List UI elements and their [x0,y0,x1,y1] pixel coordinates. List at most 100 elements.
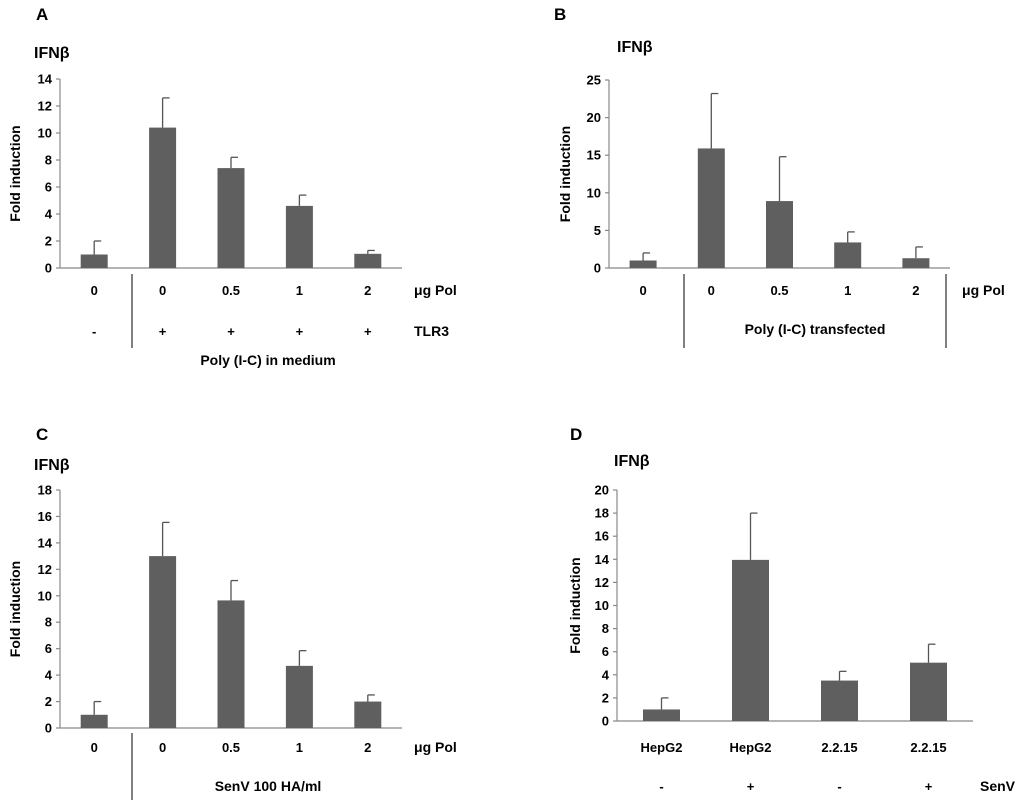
bar [766,201,793,268]
y-tick-label: 0 [45,261,52,276]
category-label: 2.2.15 [910,740,946,755]
y-tick-label: 14 [38,72,53,87]
y-tick-label: 0 [45,721,52,736]
y-tick-label: 10 [595,598,609,613]
y-tick-label: 20 [587,110,601,125]
y-tick-label: 14 [38,535,53,550]
category-label: 0 [91,740,98,755]
category-label: 2 [364,740,371,755]
bar [629,260,657,268]
row-label: μg Pol [962,282,1005,298]
panel-letter: D [570,425,582,444]
y-tick-label: 20 [595,483,609,498]
y-tick-label: 2 [45,694,52,709]
bar [821,680,858,721]
bar [217,168,245,268]
bar [149,556,177,728]
category-label: 1 [296,740,303,755]
y-tick-label: 2 [45,234,52,249]
panel-letter: A [36,5,48,24]
y-axis-label: Fold induction [567,557,583,653]
category-label: 0 [159,740,166,755]
y-tick-label: 25 [587,73,601,88]
y-tick-label: 8 [45,615,52,630]
category-label: 2.2.15 [821,740,857,755]
category-label: 0 [159,283,166,298]
y-tick-label: 4 [45,668,53,683]
y-tick-label: 14 [595,552,610,567]
category-label: HepG2 [730,740,772,755]
y-tick-label: 18 [38,483,52,498]
category-label: 0 [91,283,98,298]
y-tick-label: 2 [602,690,609,705]
bar [910,662,947,721]
y-tick-label: 10 [38,126,52,141]
category-label: 0.5 [770,283,788,298]
category-label: + [747,779,755,794]
y-tick-label: 4 [602,667,610,682]
bar [834,242,862,268]
category-label: 0 [639,283,646,298]
chart-panel-b: B IFNβ Fold induction 0 5 10 15 20 25 0 0 0.5 1 2 μg P… [554,5,1005,348]
bar [643,709,680,721]
chart-panel-d: D IFNβ Fold induction 0 2 4 6 8 10 12 14 16 18 20 HepG… [567,425,1016,794]
category-label: 0.5 [222,740,240,755]
category-label: 1 [296,283,303,298]
y-tick-label: 12 [595,575,609,590]
chart-title: IFNβ [34,457,70,474]
row-label: SenV [980,778,1016,794]
y-tick-label: 16 [38,509,52,524]
y-tick-label: 5 [594,223,601,238]
y-axis-label: Fold induction [557,126,573,222]
y-tick-label: 0 [594,261,601,276]
bar [217,600,245,728]
bar [732,559,769,721]
bar [80,254,108,268]
category-label: + [159,324,167,339]
category-label: 1 [844,283,851,298]
y-tick-label: 16 [595,529,609,544]
category-label: - [837,779,841,794]
y-tick-label: 4 [45,207,53,222]
category-label: - [659,779,663,794]
y-tick-label: 12 [38,99,52,114]
y-tick-label: 12 [38,562,52,577]
category-label: - [92,324,96,339]
category-label: + [364,324,372,339]
y-tick-label: 8 [602,621,609,636]
y-tick-label: 8 [45,153,52,168]
y-axis-label: Fold induction [7,561,23,657]
category-label: + [925,779,933,794]
bar [285,205,313,268]
category-label: + [296,324,304,339]
category-label: 2 [364,283,371,298]
panel-letter: B [554,5,566,24]
y-tick-label: 0 [602,714,609,729]
category-label: HepG2 [641,740,683,755]
y-tick-label: 6 [602,644,609,659]
category-label: 0.5 [222,283,240,298]
bar [697,148,725,268]
category-label: 2 [912,283,919,298]
bar [149,127,177,268]
bar [354,701,382,728]
condition-label: Poly (I-C) in medium [200,352,335,368]
y-tick-label: 10 [587,185,601,200]
y-tick-label: 15 [587,148,601,163]
condition-label: SenV 100 HA/ml [215,778,322,794]
chart-title: IFNβ [614,453,650,470]
y-tick-label: 10 [38,588,52,603]
condition-label: Poly (I-C) transfected [745,321,886,337]
row-label: TLR3 [414,323,449,339]
y-tick-label: 18 [595,506,609,521]
category-label: + [227,324,235,339]
y-tick-label: 6 [45,641,52,656]
panel-letter: C [36,425,48,444]
category-label: 0 [708,283,715,298]
chart-title: IFNβ [34,45,70,62]
bar [902,258,930,268]
y-tick-label: 6 [45,180,52,195]
